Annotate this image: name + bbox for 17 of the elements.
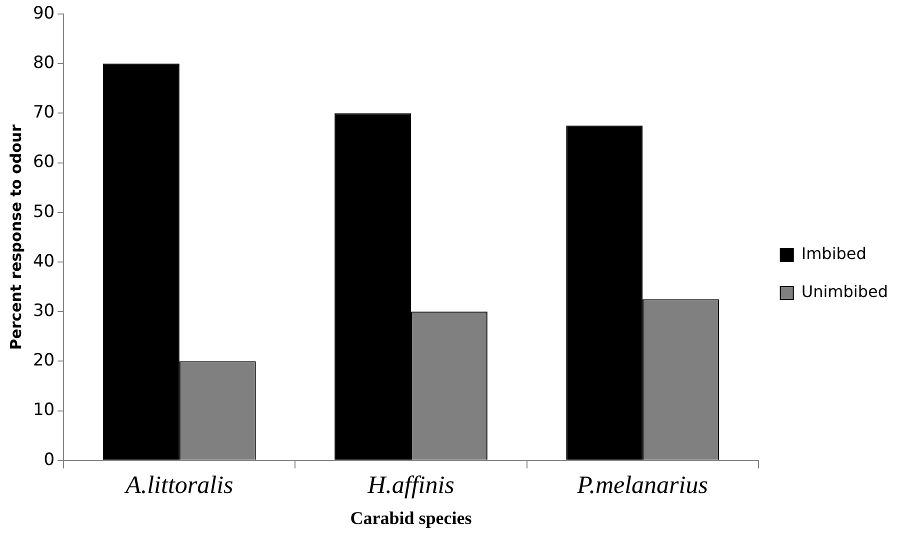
y-axis-title: Percent response to odour bbox=[6, 124, 25, 350]
x-tick-label: P.melanarius bbox=[576, 472, 708, 499]
legend-label: Imbibed bbox=[801, 244, 866, 264]
y-tick-label: 0 bbox=[44, 450, 55, 470]
y-tick-label: 80 bbox=[32, 53, 55, 74]
x-axis-title: Carabid species bbox=[350, 508, 472, 528]
x-tick-label: H.affinis bbox=[366, 472, 454, 499]
y-tick-label: 20 bbox=[32, 350, 55, 371]
legend-label: Unimbibed bbox=[801, 282, 888, 302]
y-tick-label: 50 bbox=[32, 202, 55, 222]
y-tick-label: 60 bbox=[32, 152, 55, 172]
y-tick-label: 70 bbox=[32, 102, 55, 123]
y-tick-label: 90 bbox=[32, 3, 55, 24]
x-tick-label: A.littoralis bbox=[124, 472, 234, 499]
y-tick-label: 40 bbox=[32, 251, 55, 272]
y-tick-label: 10 bbox=[32, 400, 55, 420]
y-tick-label: 30 bbox=[32, 301, 55, 322]
